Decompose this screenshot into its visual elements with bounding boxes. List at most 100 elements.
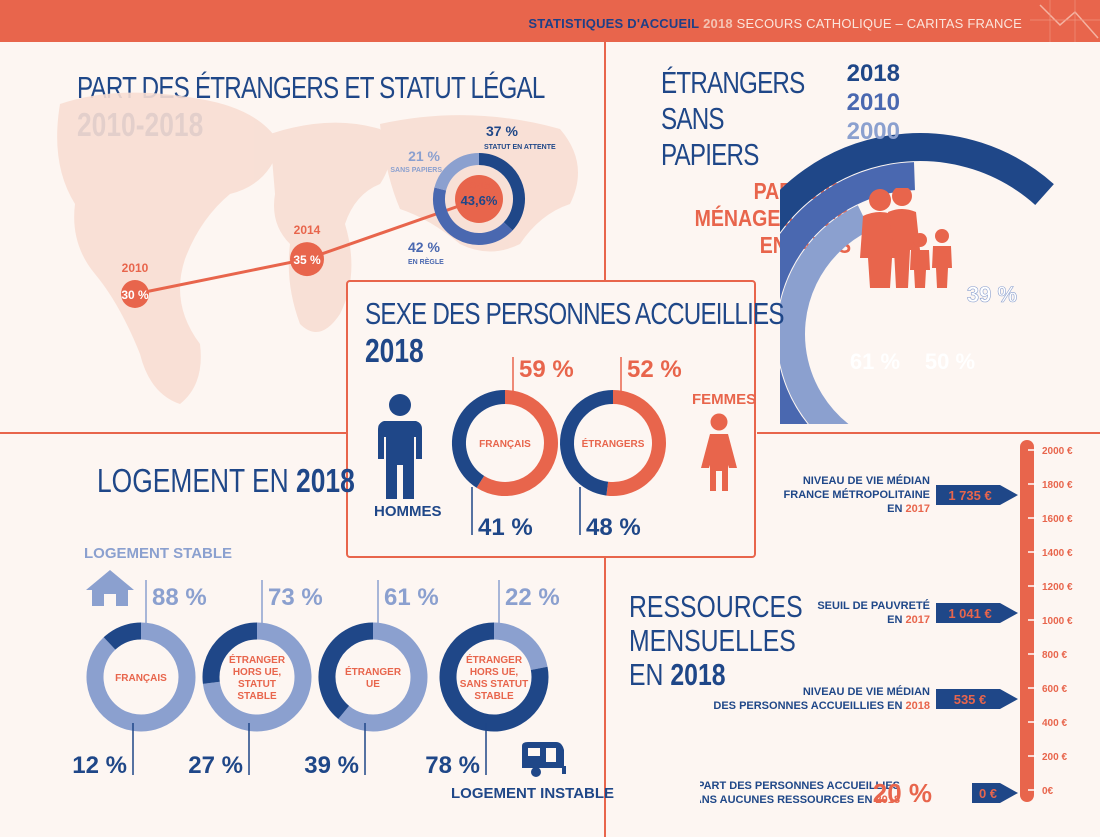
ressources-marker-label-prefix-2: DES PERSONNES ACCUEILLIES EN bbox=[713, 700, 905, 712]
logement-donut-name-1-3: STABLE bbox=[237, 691, 277, 702]
logement-title-prefix: LOGEMENT EN bbox=[97, 462, 289, 499]
header-bar: STATISTIQUES D'ACCUEIL 2018 SECOURS CATH… bbox=[0, 0, 1100, 42]
header-year: 2018 bbox=[703, 16, 733, 31]
logement-donut-1-slice-0 bbox=[202, 622, 312, 732]
ressources-marker-value-3: 0 € bbox=[979, 786, 997, 801]
house-icon bbox=[86, 570, 134, 606]
logement-donut-name-3-2: SANS STATUT bbox=[460, 679, 529, 690]
sexe-donut-0-slice-1 bbox=[452, 390, 506, 488]
breakdown-label-1-name: SANS PAPIERS bbox=[390, 167, 442, 174]
sexe-men-value-0: 41 % bbox=[478, 514, 533, 541]
logement-donut-name-3-0: ÉTRANGER bbox=[466, 653, 523, 666]
sans-papiers-value-0: 61 % bbox=[850, 349, 900, 374]
ressources-marker-label-year-1: 2017 bbox=[906, 614, 930, 626]
logement-donut-1-slice-1 bbox=[202, 622, 258, 684]
ressources-tick-label-2: 400 € bbox=[1042, 718, 1067, 729]
logement-donut-name-1-1: HORS UE, bbox=[233, 667, 282, 678]
sexe-women-value-1: 52 % bbox=[627, 356, 682, 383]
ressources-marker-arrow-3 bbox=[972, 783, 1018, 803]
ressources-title-year: 2018 bbox=[670, 657, 726, 692]
sexe-donut-1-slice-1 bbox=[560, 390, 614, 496]
ressources-marker-value-1: 1 041 € bbox=[948, 606, 991, 621]
caravan-icon bbox=[522, 742, 566, 777]
ressources-marker-label-prefix-1: EN bbox=[887, 614, 905, 626]
ressources-marker-arrow-1 bbox=[936, 603, 1018, 624]
ressources-title-line1: RESSOURCES bbox=[629, 589, 803, 624]
logement-title-year: 2018 bbox=[296, 462, 355, 499]
sans-papiers-bar-2 bbox=[780, 205, 871, 424]
logement-donut-name-3-1: HORS UE, bbox=[470, 667, 519, 678]
logement-stable-value-0: 88 % bbox=[152, 584, 207, 611]
breakdown-label-0-value: 37 % bbox=[486, 123, 518, 139]
etrangers-point-0 bbox=[121, 280, 149, 308]
ressources-marker-label-0-last: EN 2017 bbox=[887, 503, 930, 515]
sans-papiers-value-2: 39 % bbox=[967, 282, 1017, 307]
etrangers-point-1 bbox=[290, 242, 324, 277]
logement-unstable-value-1: 27 % bbox=[188, 752, 243, 779]
ressources-tick-label-5: 1000 € bbox=[1042, 616, 1073, 627]
logement-donut-name-0-0: FRANÇAIS bbox=[115, 673, 167, 684]
sexe-men-value-1: 48 % bbox=[586, 514, 641, 541]
logement-donut-name-2-0: ÉTRANGER bbox=[345, 665, 402, 678]
sans-papiers-category-2: 2000 bbox=[847, 118, 900, 145]
sans-papiers-bar-0 bbox=[780, 133, 1054, 233]
ressources-tick-label-10: 2000 € bbox=[1042, 446, 1073, 457]
logement-donut-0-slice-0 bbox=[86, 622, 196, 732]
ressources-tick-label-1: 200 € bbox=[1042, 752, 1067, 763]
header-text: STATISTIQUES D'ACCUEIL 2018 SECOURS CATH… bbox=[528, 16, 1022, 31]
logement-stable-label: LOGEMENT STABLE bbox=[84, 545, 233, 562]
ressources-marker-arrow-2 bbox=[936, 689, 1018, 710]
logement-donut-0-slice-1 bbox=[103, 622, 142, 650]
logement-donut-name-3-3: STABLE bbox=[474, 691, 514, 702]
ressources-marker-value-2: 535 € bbox=[954, 692, 987, 707]
ressources-title-prefix: EN bbox=[629, 657, 664, 692]
etrangers-year-label-2: 2018 bbox=[468, 181, 491, 192]
logement-donut-name-2-1: UE bbox=[366, 679, 380, 690]
ressources-marker-label-prefix-0: EN bbox=[887, 503, 905, 515]
ressources-title: RESSOURCES MENSUELLES EN 2018 bbox=[629, 590, 803, 692]
sans-papiers-category-0: 2018 bbox=[847, 60, 900, 87]
woman-icon bbox=[701, 413, 737, 491]
family-icon bbox=[860, 188, 952, 288]
logement-donut-2-slice-1 bbox=[318, 622, 374, 719]
sexe-donut-name-0: FRANÇAIS bbox=[479, 439, 531, 450]
breakdown-label-0-name: STATUT EN ATTENTE bbox=[484, 144, 556, 151]
ressources-marker-label-1-last: EN 2017 bbox=[887, 614, 930, 626]
etrangers-breakdown-slice-0 bbox=[478, 153, 525, 231]
sexe-donut-1-slice-0 bbox=[606, 390, 666, 496]
etrangers-year-label-0: 2010 bbox=[122, 261, 149, 275]
ressources-tick-label-0: 0€ bbox=[1042, 786, 1054, 797]
header-decoration-icon bbox=[1030, 0, 1100, 42]
ressources-marker-label-0-1: FRANCE MÉTROPOLITAINE bbox=[784, 488, 930, 501]
logement-stable-value-2: 61 % bbox=[384, 584, 439, 611]
etrangers-year-label-1: 2014 bbox=[294, 223, 321, 237]
breakdown-label-1-value: 21 % bbox=[408, 148, 440, 164]
divider-horizontal-right bbox=[757, 432, 1100, 434]
ressources-tick-label-7: 1400 € bbox=[1042, 548, 1073, 559]
ressources-chart: 0€ 200 € 400 € 600 € 800 € 1000 € 1200 € 1400 €… bbox=[700, 440, 1073, 808]
sexe-men-label: HOMMES bbox=[374, 503, 442, 520]
ressources-marker-label-year-3: 2018 bbox=[876, 794, 900, 806]
ressources-tick-label-3: 600 € bbox=[1042, 684, 1067, 695]
sexe-donut-0-slice-0 bbox=[476, 390, 558, 496]
ressources-title-line2: MENSUELLES bbox=[629, 623, 796, 658]
logement-stable-value-3: 22 % bbox=[505, 584, 560, 611]
logement-stable-value-1: 73 % bbox=[268, 584, 323, 611]
sexe-subtitle: 2018 bbox=[365, 332, 424, 369]
logement-donut-2-slice-0 bbox=[338, 622, 428, 732]
ressources-marker-label-year-0: 2017 bbox=[906, 503, 930, 515]
ressources-tick-label-8: 1600 € bbox=[1042, 514, 1073, 525]
ressources-tick-label-6: 1200 € bbox=[1042, 582, 1073, 593]
etrangers-value-label-2: 43,6% bbox=[461, 193, 498, 208]
logement-donut-3-slice-0 bbox=[493, 622, 548, 671]
etrangers-value-label-0: 30 % bbox=[121, 288, 149, 302]
ressources-marker-label-prefix-3: SANS AUCUNES RESSOURCES EN bbox=[700, 794, 876, 806]
logement-donut-name-1-2: STATUT bbox=[238, 679, 276, 690]
man-icon bbox=[378, 394, 422, 499]
ressources-marker-value-0: 1 735 € bbox=[948, 488, 991, 503]
etrangers-point-2 bbox=[455, 175, 503, 223]
ressources-marker-label-3-last: SANS AUCUNES RESSOURCES EN 2018 bbox=[700, 794, 900, 806]
sans-papiers-category-1: 2010 bbox=[847, 89, 900, 116]
logement-title: LOGEMENT EN 2018 bbox=[97, 462, 355, 500]
